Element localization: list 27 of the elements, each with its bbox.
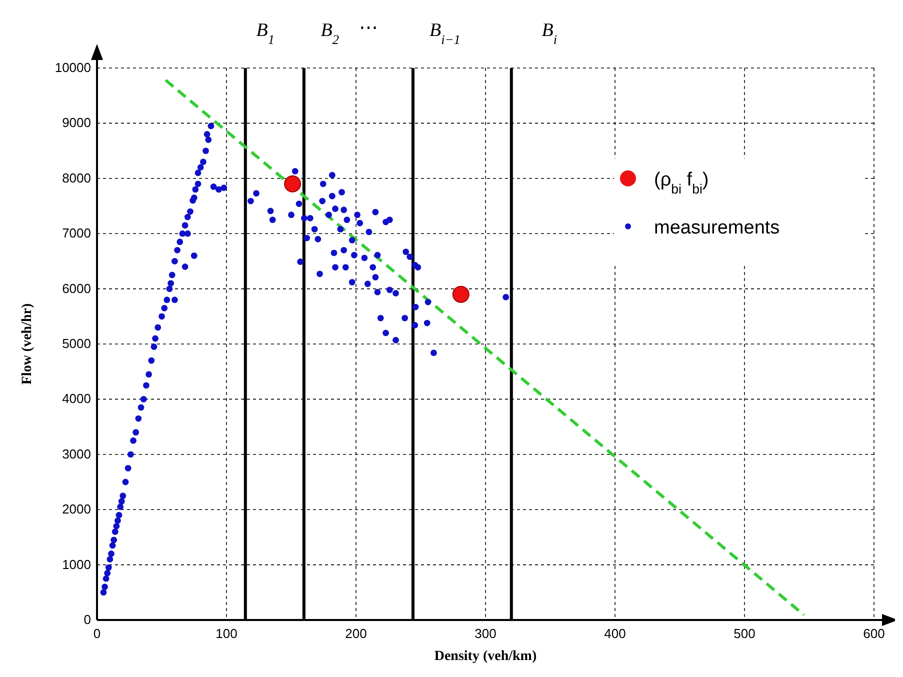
y-tick-label: 6000: [62, 280, 91, 296]
y-tick-label: 1000: [62, 556, 91, 572]
x-tick-label: 100: [216, 626, 238, 641]
y-tick-label: 10000: [54, 60, 91, 75]
y-tick-label: 8000: [62, 170, 91, 186]
text: ⋯: [358, 18, 378, 39]
x-tick-label: 600: [863, 626, 885, 641]
ref-line-label: B$_{2}$: [320, 20, 340, 46]
y-tick-label: 0: [84, 612, 91, 627]
legend-label: measurements: [654, 217, 780, 238]
y-tick-label: 4000: [62, 391, 91, 406]
y-tick-label: 7000: [62, 226, 91, 241]
x-tick-label: 0: [93, 626, 101, 641]
y-tick-label: 5000: [62, 336, 91, 351]
y-tick-label: 3000: [62, 446, 91, 462]
y-axis-title: Flow (veh/hr): [20, 303, 35, 385]
x-tick-label: 500: [734, 626, 756, 641]
x-tick-label: 200: [345, 626, 367, 641]
x-tick-label: 300: [474, 626, 496, 641]
x-tick-label: 400: [604, 626, 626, 641]
ref-line-label: B$_{i}$: [542, 20, 558, 46]
ref-line-label: B$_{i−1}$: [430, 20, 460, 46]
legend-label: (ρ$_{bi}$ f$_{bi}$): [654, 169, 709, 196]
y-tick-label: 2000: [62, 502, 91, 517]
x-axis-title: Density (veh/km): [434, 649, 537, 664]
ref-line-label: B$_{1}$: [256, 20, 275, 46]
y-tick-label: 9000: [62, 115, 91, 130]
